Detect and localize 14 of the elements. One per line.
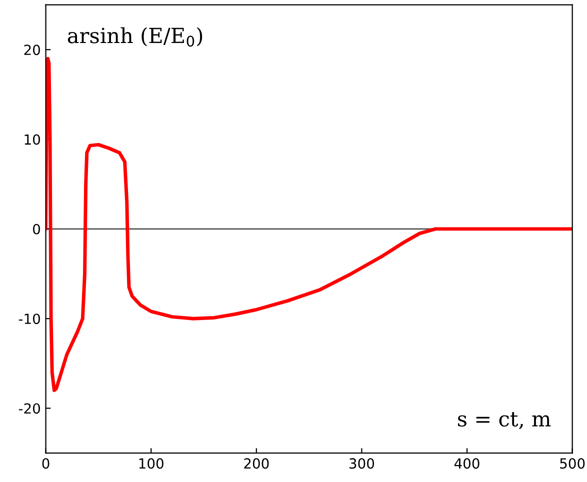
y-tick-label: -20 bbox=[18, 403, 40, 414]
x-tick-label: 400 bbox=[454, 458, 480, 469]
y-axis-title: arsinh (E/E$_{0}$) bbox=[68, 27, 202, 47]
line-series bbox=[46, 56, 572, 392]
y-tick-label: -10 bbox=[18, 314, 40, 324]
x-tick-label: 0 bbox=[42, 458, 50, 469]
x-tick-label: 100 bbox=[139, 458, 164, 469]
y-tick-label: 10 bbox=[24, 134, 40, 145]
y-tick-label: 20 bbox=[24, 44, 40, 56]
y-tick-label: 0 bbox=[33, 224, 40, 234]
x-tick-label: 300 bbox=[350, 458, 374, 469]
x-tick-label: 200 bbox=[244, 458, 269, 469]
x-tick-label: 500 bbox=[560, 458, 585, 469]
x-axis-title: s = ct, m bbox=[458, 412, 551, 430]
